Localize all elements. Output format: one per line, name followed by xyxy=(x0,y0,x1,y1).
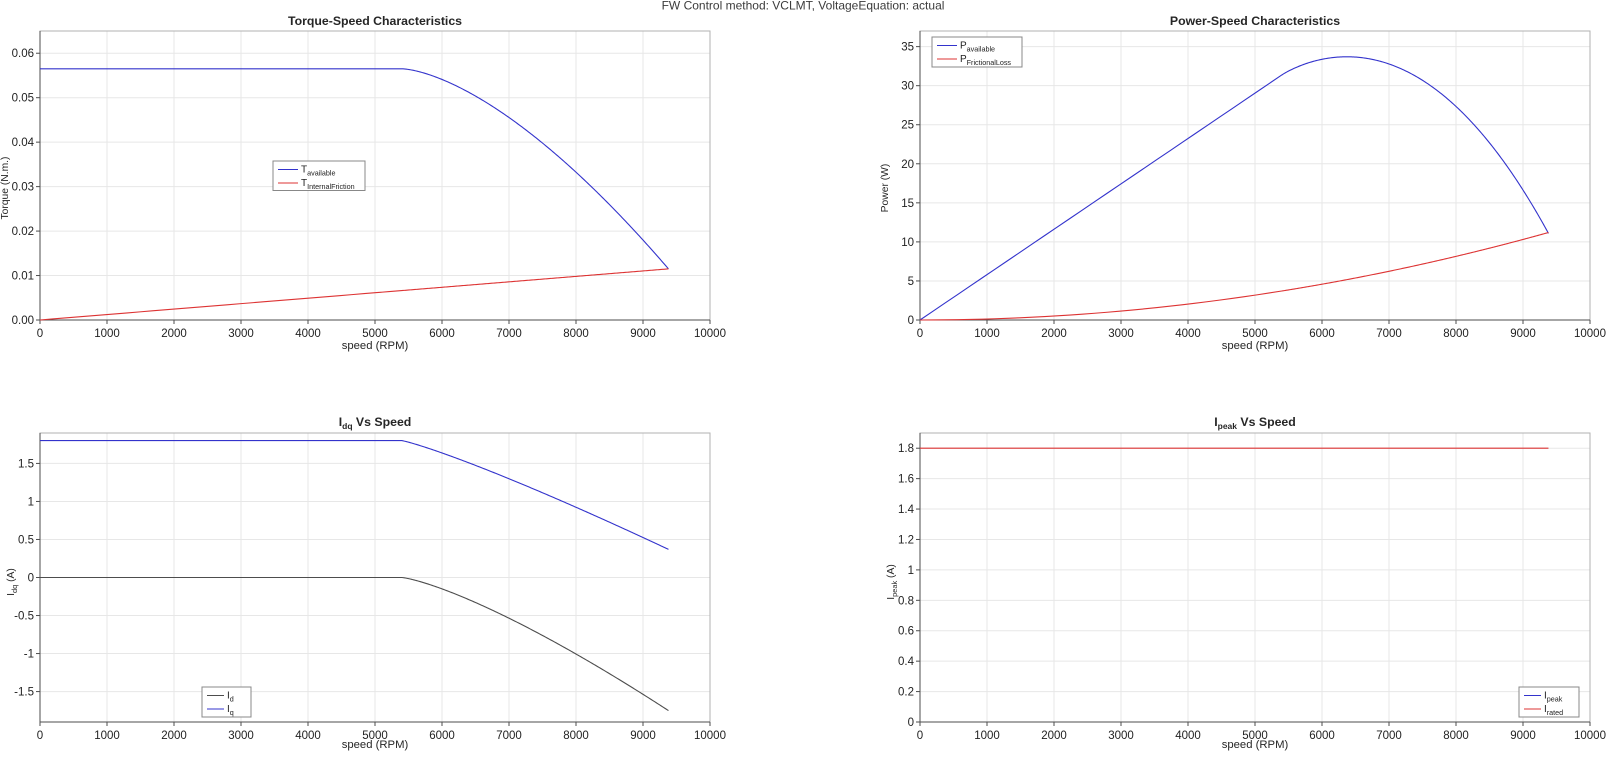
svg-text:1000: 1000 xyxy=(974,328,1000,340)
svg-text:3000: 3000 xyxy=(228,328,254,340)
svg-text:1000: 1000 xyxy=(94,730,120,742)
svg-text:1.2: 1.2 xyxy=(898,534,914,546)
svg-text:9000: 9000 xyxy=(630,328,656,340)
svg-text:8000: 8000 xyxy=(563,328,589,340)
svg-text:0: 0 xyxy=(37,730,43,742)
svg-text:0.8: 0.8 xyxy=(898,595,914,607)
svg-text:15: 15 xyxy=(901,198,914,210)
svg-text:speed (RPM): speed (RPM) xyxy=(1222,739,1289,751)
svg-text:10000: 10000 xyxy=(694,730,726,742)
svg-text:6000: 6000 xyxy=(1309,730,1335,742)
svg-text:1.8: 1.8 xyxy=(898,443,914,455)
svg-text:1: 1 xyxy=(908,565,914,577)
svg-text:-1.5: -1.5 xyxy=(14,687,34,699)
svg-text:0.00: 0.00 xyxy=(12,315,34,327)
svg-text:0.05: 0.05 xyxy=(12,93,34,105)
svg-text:10000: 10000 xyxy=(1574,328,1606,340)
svg-text:2000: 2000 xyxy=(1041,328,1067,340)
svg-text:7000: 7000 xyxy=(1376,328,1402,340)
svg-text:30: 30 xyxy=(901,81,914,93)
svg-text:0.5: 0.5 xyxy=(18,534,34,546)
svg-text:0.01: 0.01 xyxy=(12,271,34,283)
svg-text:10000: 10000 xyxy=(1574,730,1606,742)
svg-text:8000: 8000 xyxy=(563,730,589,742)
svg-text:10000: 10000 xyxy=(694,328,726,340)
svg-text:2000: 2000 xyxy=(161,730,187,742)
svg-text:7000: 7000 xyxy=(1376,730,1402,742)
svg-text:9000: 9000 xyxy=(630,730,656,742)
svg-text:1.5: 1.5 xyxy=(18,458,34,470)
svg-text:1.6: 1.6 xyxy=(898,474,914,486)
svg-text:1.4: 1.4 xyxy=(898,504,915,516)
svg-text:-0.5: -0.5 xyxy=(14,611,34,623)
svg-text:4000: 4000 xyxy=(295,730,321,742)
svg-text:0.6: 0.6 xyxy=(898,626,914,638)
svg-text:0.04: 0.04 xyxy=(12,137,35,149)
svg-text:8000: 8000 xyxy=(1443,730,1469,742)
svg-text:Power-Speed Characteristics: Power-Speed Characteristics xyxy=(1170,14,1340,28)
svg-text:3000: 3000 xyxy=(228,730,254,742)
svg-text:6000: 6000 xyxy=(429,328,455,340)
svg-text:0.03: 0.03 xyxy=(12,182,34,194)
svg-text:0: 0 xyxy=(37,328,43,340)
svg-text:7000: 7000 xyxy=(496,328,522,340)
svg-text:0.2: 0.2 xyxy=(898,687,914,699)
svg-text:0: 0 xyxy=(917,328,923,340)
svg-text:9000: 9000 xyxy=(1510,328,1536,340)
svg-text:4000: 4000 xyxy=(1175,730,1201,742)
svg-text:35: 35 xyxy=(901,42,914,54)
svg-text:0.4: 0.4 xyxy=(898,656,915,668)
svg-text:speed (RPM): speed (RPM) xyxy=(1222,340,1289,352)
svg-text:20: 20 xyxy=(901,159,914,171)
svg-text:8000: 8000 xyxy=(1443,328,1469,340)
svg-text:5000: 5000 xyxy=(1242,328,1268,340)
svg-text:Power (W): Power (W) xyxy=(880,164,891,213)
svg-text:6000: 6000 xyxy=(1309,328,1335,340)
svg-text:0.02: 0.02 xyxy=(12,226,34,238)
svg-text:1000: 1000 xyxy=(974,730,1000,742)
svg-text:0.06: 0.06 xyxy=(12,48,34,60)
svg-text:3000: 3000 xyxy=(1108,328,1134,340)
svg-text:Torque-Speed Characteristics: Torque-Speed Characteristics xyxy=(288,14,462,28)
svg-text:25: 25 xyxy=(901,120,914,132)
svg-text:9000: 9000 xyxy=(1510,730,1536,742)
svg-text:4000: 4000 xyxy=(1175,328,1201,340)
svg-text:speed (RPM): speed (RPM) xyxy=(342,340,409,352)
svg-text:FW Control method: VCLMT, Volt: FW Control method: VCLMT, VoltageEquatio… xyxy=(662,0,945,13)
svg-text:0: 0 xyxy=(908,717,914,729)
svg-text:4000: 4000 xyxy=(295,328,321,340)
svg-text:1: 1 xyxy=(28,496,34,508)
svg-text:5000: 5000 xyxy=(362,328,388,340)
svg-text:6000: 6000 xyxy=(429,730,455,742)
svg-text:-1: -1 xyxy=(24,649,34,661)
svg-text:1000: 1000 xyxy=(94,328,120,340)
svg-text:7000: 7000 xyxy=(496,730,522,742)
svg-text:0: 0 xyxy=(28,573,34,585)
svg-text:0: 0 xyxy=(908,315,914,327)
svg-text:3000: 3000 xyxy=(1108,730,1134,742)
svg-text:0: 0 xyxy=(917,730,923,742)
svg-text:Torque (N.m.): Torque (N.m.) xyxy=(0,157,11,220)
svg-text:speed (RPM): speed (RPM) xyxy=(342,739,409,751)
svg-text:2000: 2000 xyxy=(1041,730,1067,742)
svg-text:10: 10 xyxy=(901,237,914,249)
svg-text:5: 5 xyxy=(908,276,914,288)
svg-text:2000: 2000 xyxy=(161,328,187,340)
